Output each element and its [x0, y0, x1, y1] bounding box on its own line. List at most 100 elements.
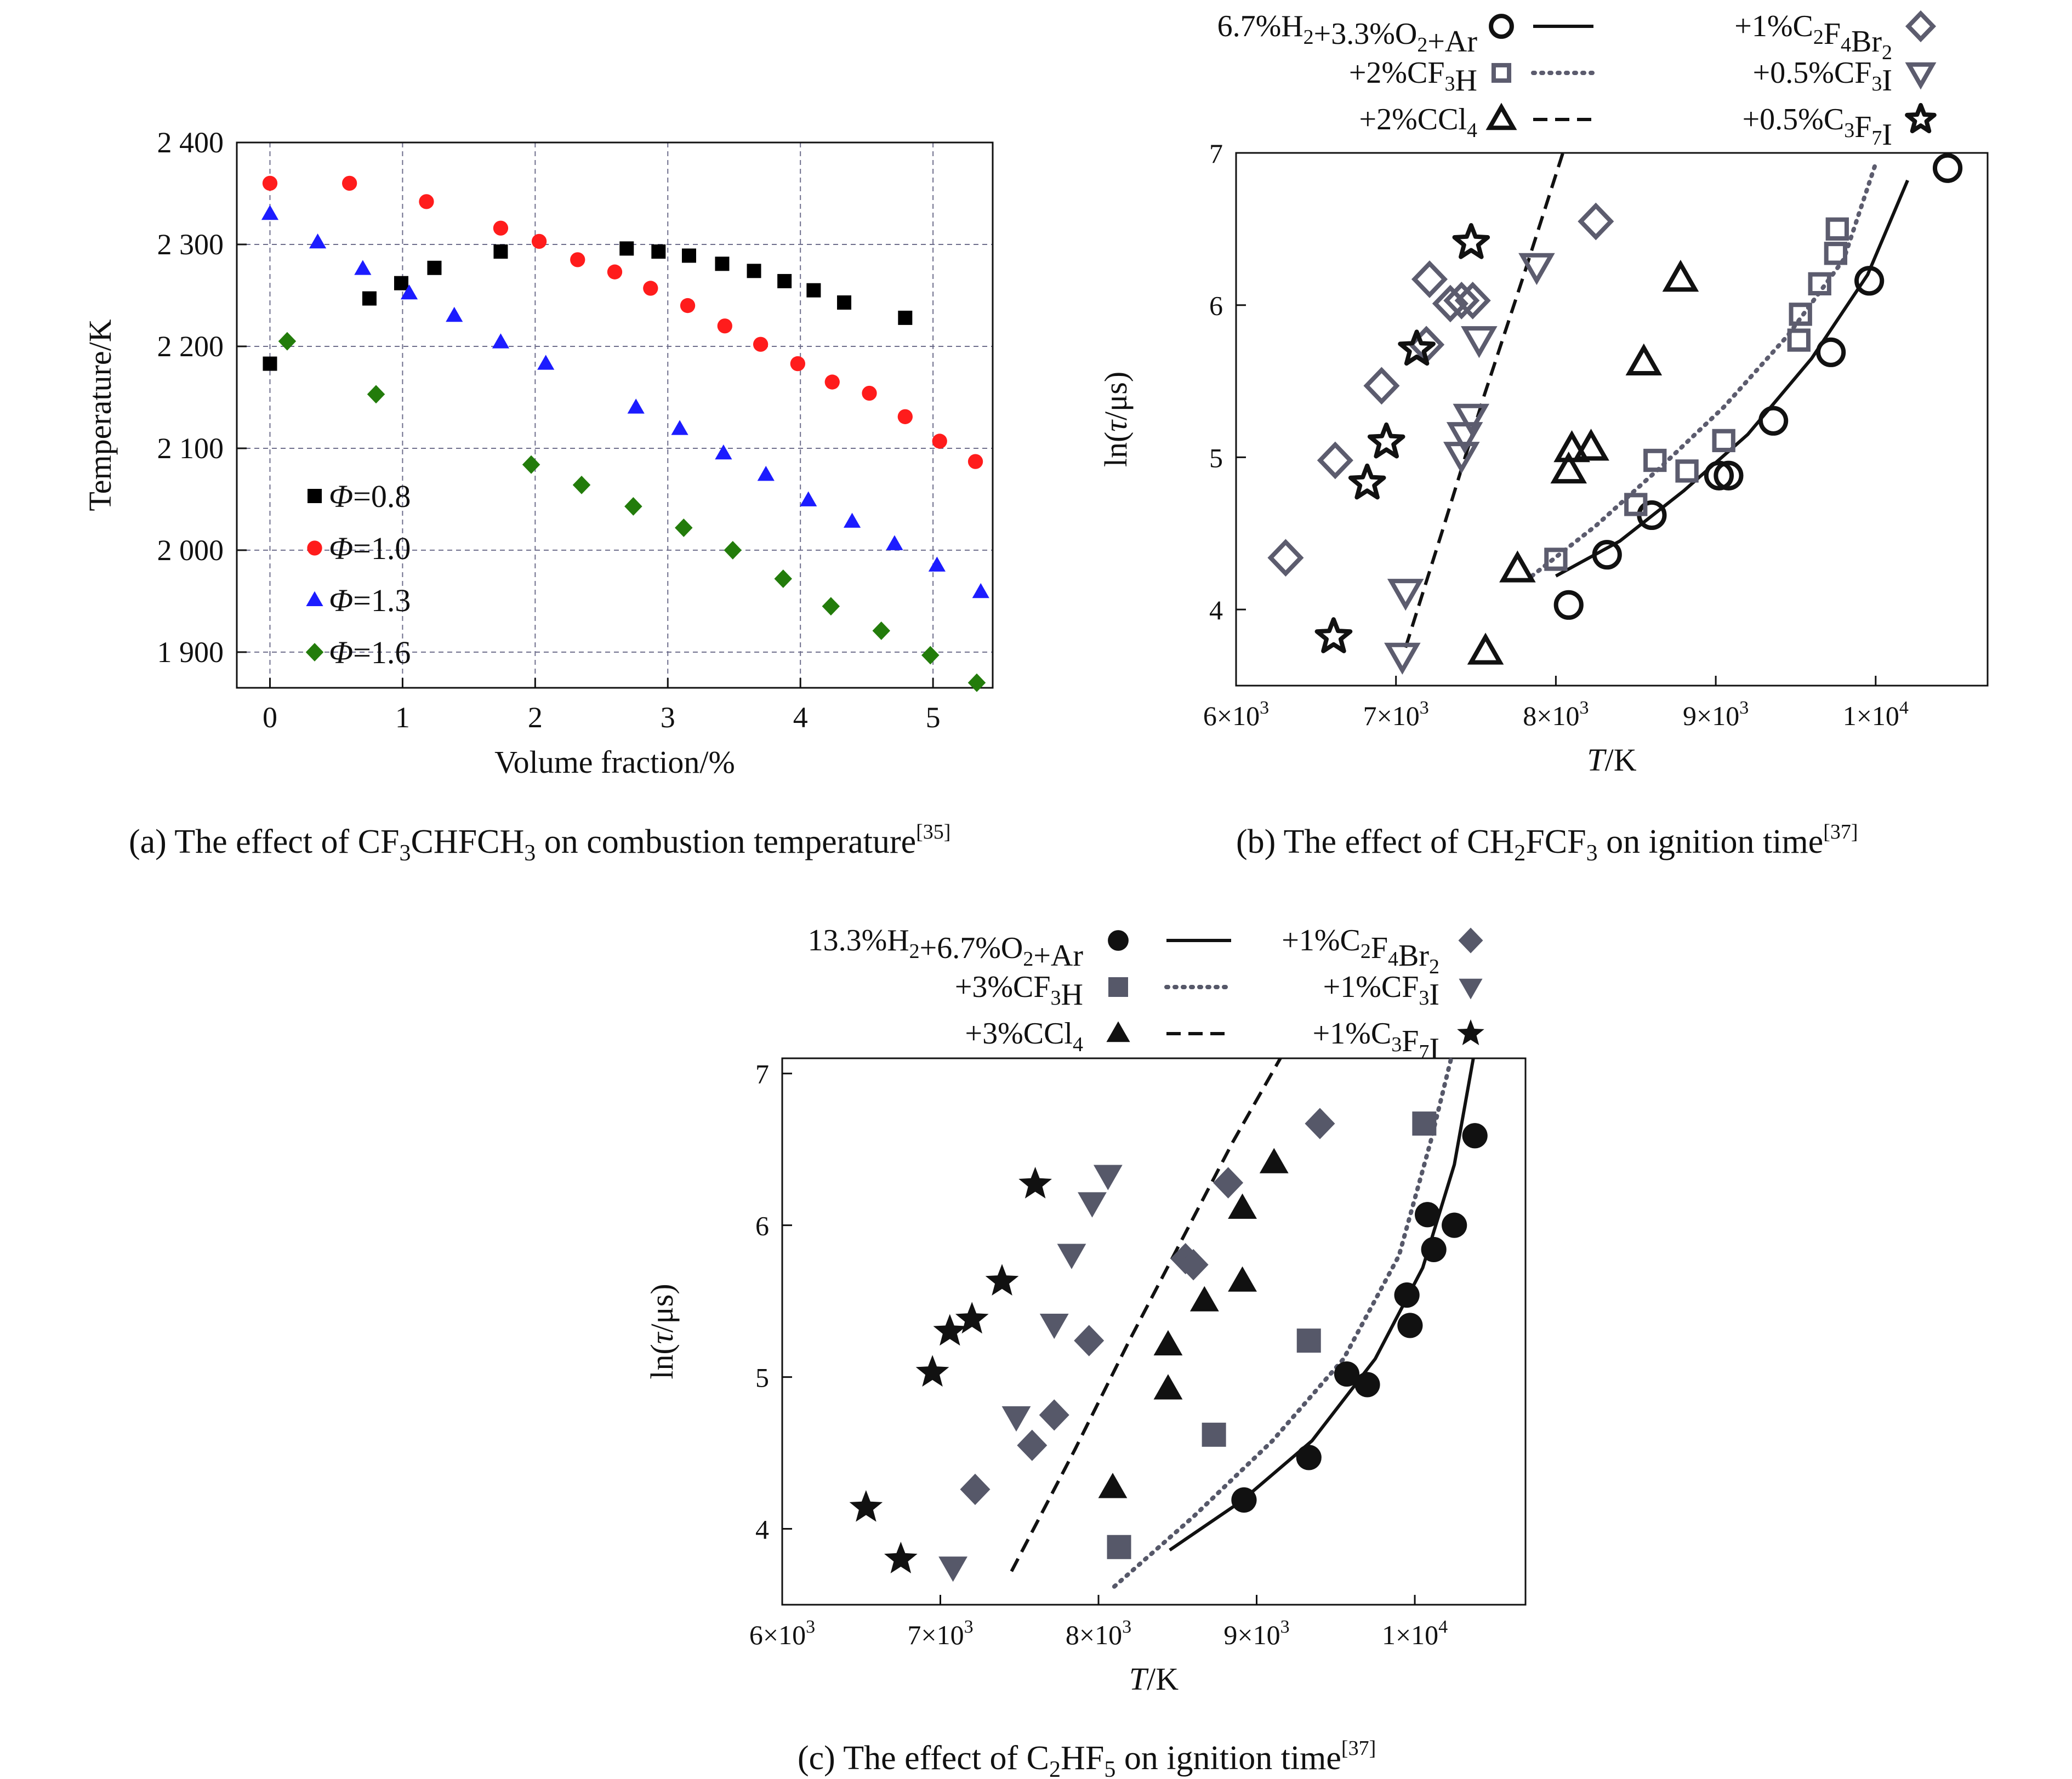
data-point	[1387, 579, 1424, 611]
data-point	[1202, 1422, 1226, 1447]
data-point	[1421, 1236, 1447, 1263]
data-point	[757, 466, 775, 481]
data-point	[446, 306, 463, 322]
data-point	[715, 256, 730, 271]
data-point	[1017, 1429, 1048, 1461]
data-point	[1824, 242, 1848, 265]
data-point	[493, 244, 508, 259]
data-point	[493, 220, 509, 236]
series-triangle	[1467, 259, 1699, 665]
legend-marker	[1458, 927, 1483, 954]
legend-label: Φ=1.3	[329, 583, 411, 618]
data-point	[1259, 1148, 1289, 1173]
series-square	[1107, 1111, 1437, 1559]
series-diamond	[278, 332, 986, 692]
y-axis-title: ln(τ/μs)	[1098, 372, 1134, 467]
data-point	[1367, 422, 1405, 459]
y-tick-label: 1 900	[157, 636, 224, 669]
data-point	[1394, 1282, 1420, 1308]
data-point	[1714, 460, 1744, 491]
data-point	[777, 273, 792, 288]
data-point	[1228, 1193, 1257, 1219]
data-point	[1553, 590, 1584, 620]
data-point	[1573, 429, 1609, 461]
legend-marker	[1108, 977, 1128, 997]
data-point	[1296, 1445, 1322, 1470]
series-diamond	[1267, 202, 1614, 577]
x-axis-title: T/K	[1129, 1661, 1179, 1697]
data-point	[790, 356, 806, 372]
data-point	[933, 1314, 967, 1346]
legend-marker	[1489, 14, 1514, 39]
x-tick-label: 8×103	[1523, 698, 1589, 731]
data-point	[1442, 1212, 1467, 1238]
data-point	[681, 248, 696, 263]
data-point	[1704, 460, 1734, 491]
data-point	[671, 420, 688, 435]
data-point	[427, 260, 442, 275]
x-tick-label: 9×103	[1683, 698, 1749, 731]
legend-marker	[1905, 102, 1937, 134]
data-point	[624, 497, 642, 516]
data-point	[915, 1355, 949, 1387]
data-point	[1518, 253, 1555, 286]
grid-lines	[237, 142, 993, 688]
data-point	[1267, 539, 1304, 577]
x-tick-label: 6×103	[749, 1617, 815, 1650]
y-tick-label: 6	[1209, 290, 1223, 321]
data-point	[1384, 642, 1421, 675]
data-point	[1228, 1266, 1257, 1292]
legend-marker	[1491, 62, 1512, 83]
data-point	[537, 355, 555, 370]
data-point	[862, 385, 877, 401]
data-point	[1057, 1244, 1086, 1269]
data-point	[1454, 282, 1491, 320]
data-point	[619, 241, 634, 256]
y-tick-label: 5	[755, 1362, 769, 1393]
y-tick-label: 2 200	[157, 330, 224, 363]
data-point	[1789, 303, 1812, 326]
legend-label: +1%CF3I	[1323, 970, 1439, 1012]
data-point	[341, 175, 357, 191]
x-tick-label: 0	[263, 701, 277, 734]
legend-marker	[307, 540, 322, 556]
data-point	[1553, 430, 1590, 463]
data-point	[607, 264, 623, 280]
series-triangle-down	[1384, 253, 1555, 675]
x-axis-title: Volume fraction/%	[494, 744, 735, 780]
series-star	[1314, 223, 1490, 653]
x-tick-label: 3	[661, 701, 675, 734]
legend-marker	[306, 591, 323, 607]
y-tick-label: 7	[1209, 138, 1223, 169]
data-point	[531, 233, 547, 249]
data-point	[1314, 617, 1353, 653]
y-tick-label: 2 400	[157, 126, 224, 159]
data-point	[1825, 217, 1849, 241]
caption-c: (c) The effect of C2HF5 on ignition time…	[798, 1737, 1376, 1779]
caption-b: (b) The effect of CH2FCF3 on ignition ti…	[1236, 820, 1858, 866]
legend-label: Φ=1.6	[329, 635, 411, 670]
data-point	[362, 291, 377, 306]
data-point	[278, 332, 297, 351]
series-star	[849, 1167, 1052, 1573]
data-point	[1712, 429, 1735, 453]
y-tick-label: 2 100	[157, 432, 224, 465]
data-point	[570, 252, 585, 267]
x-tick-label: 7×103	[907, 1617, 973, 1650]
y-tick-label: 4	[755, 1514, 769, 1545]
data-point	[1078, 1192, 1107, 1218]
data-point	[800, 491, 817, 506]
data-point	[572, 475, 591, 494]
x-tick-label: 9×103	[1223, 1617, 1289, 1650]
legend-label: +3%CF3H	[955, 970, 1083, 1012]
y-tick-label: 2 000	[157, 534, 224, 567]
data-point	[886, 535, 903, 550]
data-point	[1816, 337, 1846, 367]
data-point	[774, 569, 793, 588]
plot-frame	[1235, 152, 1989, 687]
y-axis-title: Temperature/K	[82, 319, 118, 511]
data-point	[1624, 493, 1648, 516]
x-axis-title: T/K	[1587, 742, 1636, 778]
data-point	[1213, 1167, 1244, 1199]
